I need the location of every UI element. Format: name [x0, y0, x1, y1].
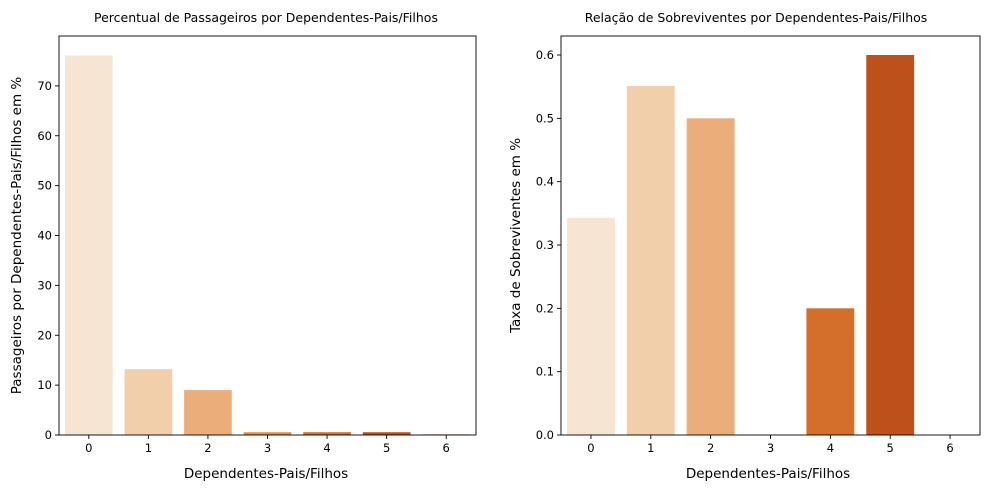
y-tick-label: 40: [37, 229, 52, 243]
bar-4: [806, 308, 855, 435]
y-tick-label: 20: [37, 328, 52, 342]
x-tick-label: 4: [827, 441, 834, 455]
x-tick-label: 5: [383, 441, 390, 455]
chart-title: Percentual de Passageiros por Dependente…: [94, 10, 438, 25]
plot-area: 0 1 2 3 4 5 6 0.0 0.1 0.2 0.3 0.4 0.5 0.6: [536, 35, 981, 455]
x-tick-label: 3: [264, 441, 271, 455]
bar-0: [64, 55, 113, 435]
x-tick-label: 4: [323, 441, 330, 455]
y-tick-label: 0.4: [536, 175, 554, 189]
x-tick-label: 3: [767, 441, 774, 455]
x-tick-label: 6: [443, 441, 450, 455]
bar-0: [566, 217, 615, 435]
y-axis-label: Taxa de Sobreviventes em %: [508, 138, 524, 334]
y-tick-label: 0: [45, 428, 52, 442]
y-tick-label: 0.1: [536, 365, 554, 379]
x-tick-label: 0: [587, 441, 594, 455]
y-axis-label: Passageiros por Dependentes-Pais/Filhos …: [9, 77, 25, 395]
chart-passengers-by-parch: Percentual de Passageiros por Dependente…: [9, 10, 477, 482]
y-tick-label: 60: [37, 129, 52, 143]
x-tick-label: 0: [85, 441, 92, 455]
x-axis-label: Dependentes-Pais/Filhos: [184, 466, 348, 482]
x-tick-label: 6: [946, 441, 953, 455]
x-tick-label: 1: [647, 441, 654, 455]
axes-frame: [58, 35, 477, 436]
x-tick-label: 1: [145, 441, 152, 455]
x-tick-label: 5: [887, 441, 894, 455]
chart-survival-rate-by-parch: Relação de Sobreviventes por Dependentes…: [508, 10, 981, 482]
bar-2: [686, 118, 735, 435]
x-tick-label: 2: [707, 441, 714, 455]
bar-5: [866, 55, 915, 435]
y-tick-label: 0.5: [536, 111, 554, 125]
bar-3: [243, 432, 292, 435]
bar-5: [362, 432, 411, 435]
axes-frame: [560, 35, 981, 436]
y-tick-label: 30: [37, 278, 52, 292]
y-tick-label: 0.0: [536, 428, 554, 442]
bar-4: [303, 432, 351, 435]
y-tick-label: 70: [37, 79, 52, 93]
chart-title: Relação de Sobreviventes por Dependentes…: [585, 10, 928, 25]
x-axis-label: Dependentes-Pais/Filhos: [686, 466, 850, 482]
y-tick-label: 0.2: [536, 301, 554, 315]
y-tick-label: 0.6: [536, 48, 554, 62]
bar-1: [626, 86, 675, 435]
y-tick-label: 50: [37, 179, 52, 193]
bar-2: [184, 390, 232, 435]
x-tick-label: 2: [204, 441, 211, 455]
y-tick-label: 0.3: [536, 238, 554, 252]
y-tick-label: 10: [37, 378, 52, 392]
bar-1: [124, 369, 173, 435]
